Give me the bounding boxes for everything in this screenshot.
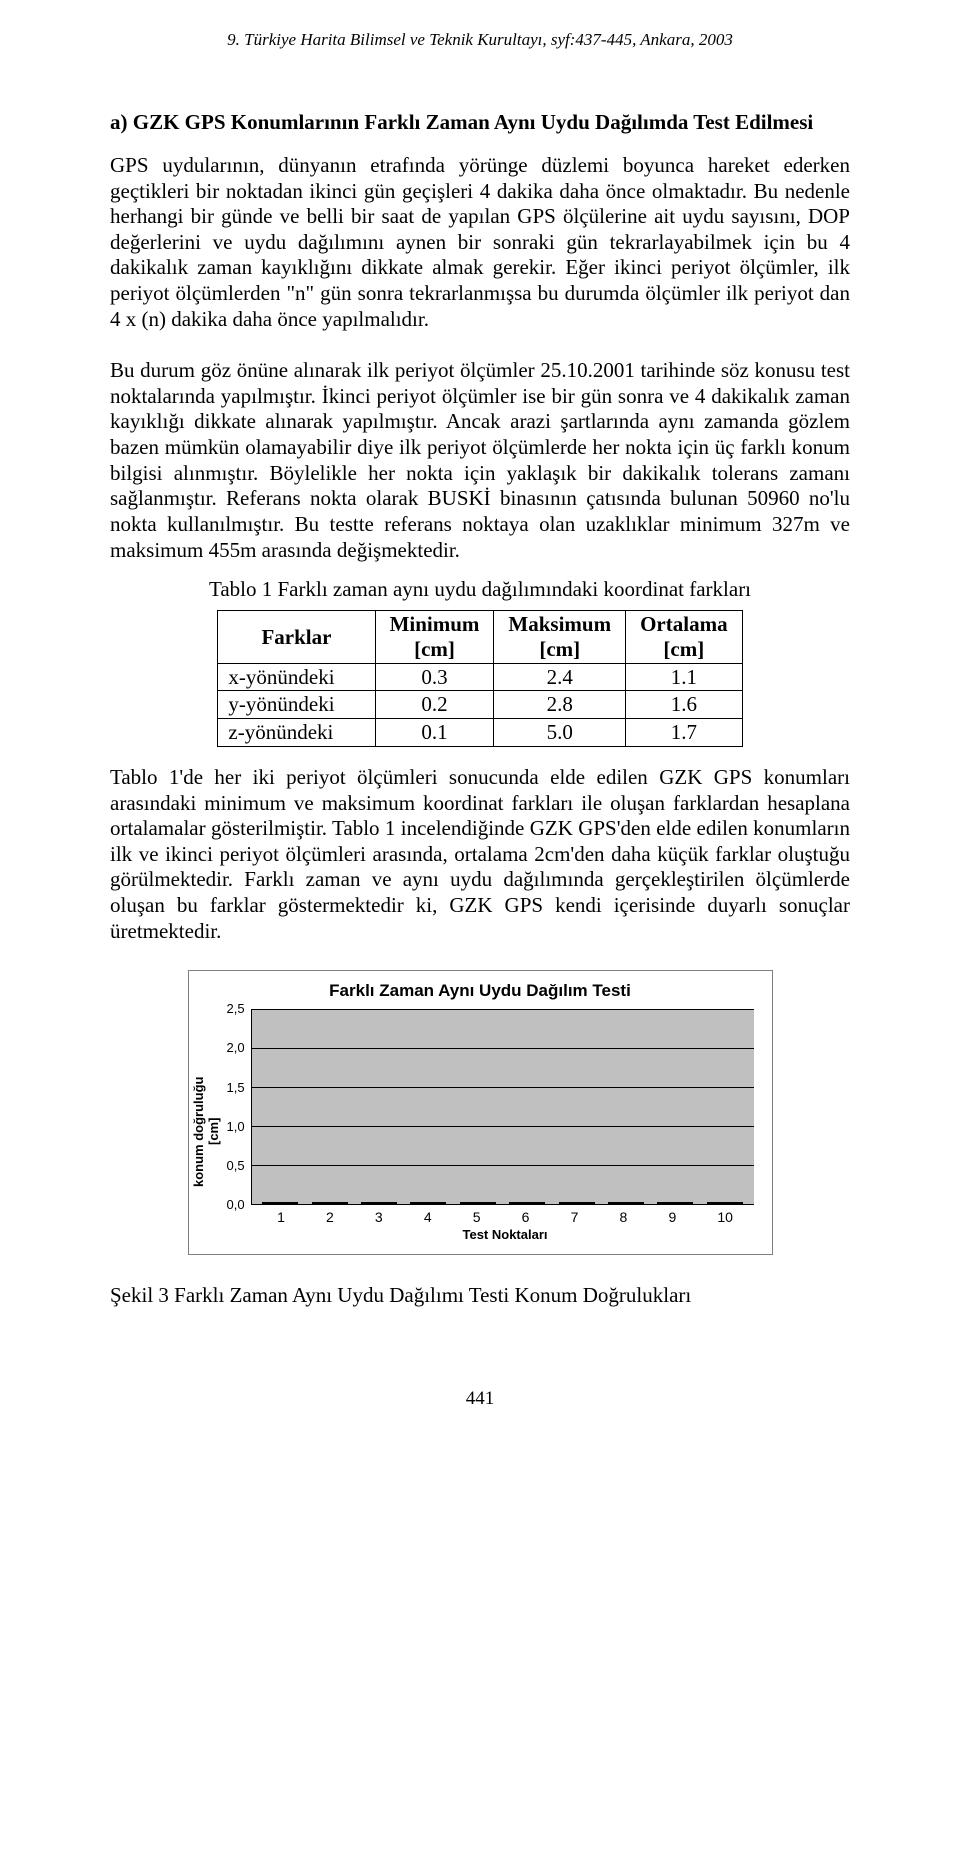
chart-x-tick: 8 — [620, 1209, 628, 1225]
chart-plot-wrap: 2,52,01,51,00,50,0 1 2 3 4 5 6 7 8 9 10 Test Nokt… — [225, 1009, 772, 1254]
table-header-ortalama: Ortalama[cm] — [626, 611, 742, 664]
table-header-farklar: Farklar — [218, 611, 375, 664]
table-cell-label: y-yönündeki — [218, 691, 375, 719]
table-cell: 1.6 — [626, 691, 742, 719]
chart-title: Farklı Zaman Aynı Uydu Dağılım Testi — [189, 971, 772, 1009]
chart-x-tick: 1 — [277, 1209, 285, 1225]
chart-gridline — [252, 1087, 754, 1088]
chart-x-axis-label: Test Noktaları — [257, 1227, 754, 1248]
coordinate-differences-table: Farklar Minimum[cm] Maksimum[cm] Ortalam… — [217, 610, 742, 747]
chart-body: konum doğruluğu [cm] 2,52,01,51,00,50,0 … — [189, 1009, 772, 1254]
figure-caption: Şekil 3 Farklı Zaman Aynı Uydu Dağılımı … — [110, 1283, 850, 1308]
chart-x-tick: 9 — [668, 1209, 676, 1225]
table-caption: Tablo 1 Farklı zaman aynı uydu dağılımın… — [110, 577, 850, 602]
document-page: 9. Türkiye Harita Bilimsel ve Teknik Kur… — [0, 0, 960, 1470]
section-title: a) GZK GPS Konumlarının Farklı Zaman Ayn… — [110, 110, 850, 135]
paragraph-1: GPS uydularının, dünyanın etrafında yörü… — [110, 153, 850, 332]
chart-y-ticks: 2,52,01,51,00,50,0 — [227, 1009, 251, 1205]
chart-gridline — [252, 1126, 754, 1127]
chart-gridline — [252, 1009, 754, 1010]
chart-x-tick: 2 — [326, 1209, 334, 1225]
chart-grid: 2,52,01,51,00,50,0 — [227, 1009, 754, 1205]
table-cell: 0.3 — [375, 663, 494, 691]
table-row: z-yönündeki 0.1 5.0 1.7 — [218, 719, 742, 747]
chart-x-tick: 7 — [571, 1209, 579, 1225]
table-cell-label: z-yönündeki — [218, 719, 375, 747]
chart-x-ticks: 1 2 3 4 5 6 7 8 9 10 — [257, 1205, 754, 1227]
table-cell: 1.1 — [626, 663, 742, 691]
paragraph-3: Tablo 1'de her iki periyot ölçümleri son… — [110, 765, 850, 944]
table-header-row: Farklar Minimum[cm] Maksimum[cm] Ortalam… — [218, 611, 742, 664]
chart-gridline — [252, 1204, 754, 1205]
chart-x-tick: 10 — [717, 1209, 733, 1225]
chart-x-tick: 4 — [424, 1209, 432, 1225]
chart-gridline — [252, 1165, 754, 1166]
table-row: y-yönündeki 0.2 2.8 1.6 — [218, 691, 742, 719]
table-cell: 2.8 — [494, 691, 626, 719]
table-cell-label: x-yönündeki — [218, 663, 375, 691]
chart-plot-area — [251, 1009, 754, 1205]
running-head: 9. Türkiye Harita Bilimsel ve Teknik Kur… — [110, 30, 850, 50]
chart-x-tick: 5 — [473, 1209, 481, 1225]
table-row: x-yönündeki 0.3 2.4 1.1 — [218, 663, 742, 691]
table-cell: 0.1 — [375, 719, 494, 747]
chart-y-axis-label: konum doğruluğu [cm] — [189, 1009, 225, 1254]
chart-gridline — [252, 1048, 754, 1049]
table-cell: 5.0 — [494, 719, 626, 747]
chart-x-tick: 3 — [375, 1209, 383, 1225]
bar-chart: Farklı Zaman Aynı Uydu Dağılım Testi kon… — [188, 970, 773, 1255]
chart-bars-container — [252, 1009, 754, 1204]
page-number: 441 — [110, 1388, 850, 1410]
table-cell: 1.7 — [626, 719, 742, 747]
paragraph-2: Bu durum göz önüne alınarak ilk periyot … — [110, 358, 850, 563]
table-cell: 0.2 — [375, 691, 494, 719]
table-header-maksimum: Maksimum[cm] — [494, 611, 626, 664]
chart-x-tick: 6 — [522, 1209, 530, 1225]
table-header-minimum: Minimum[cm] — [375, 611, 494, 664]
table-cell: 2.4 — [494, 663, 626, 691]
